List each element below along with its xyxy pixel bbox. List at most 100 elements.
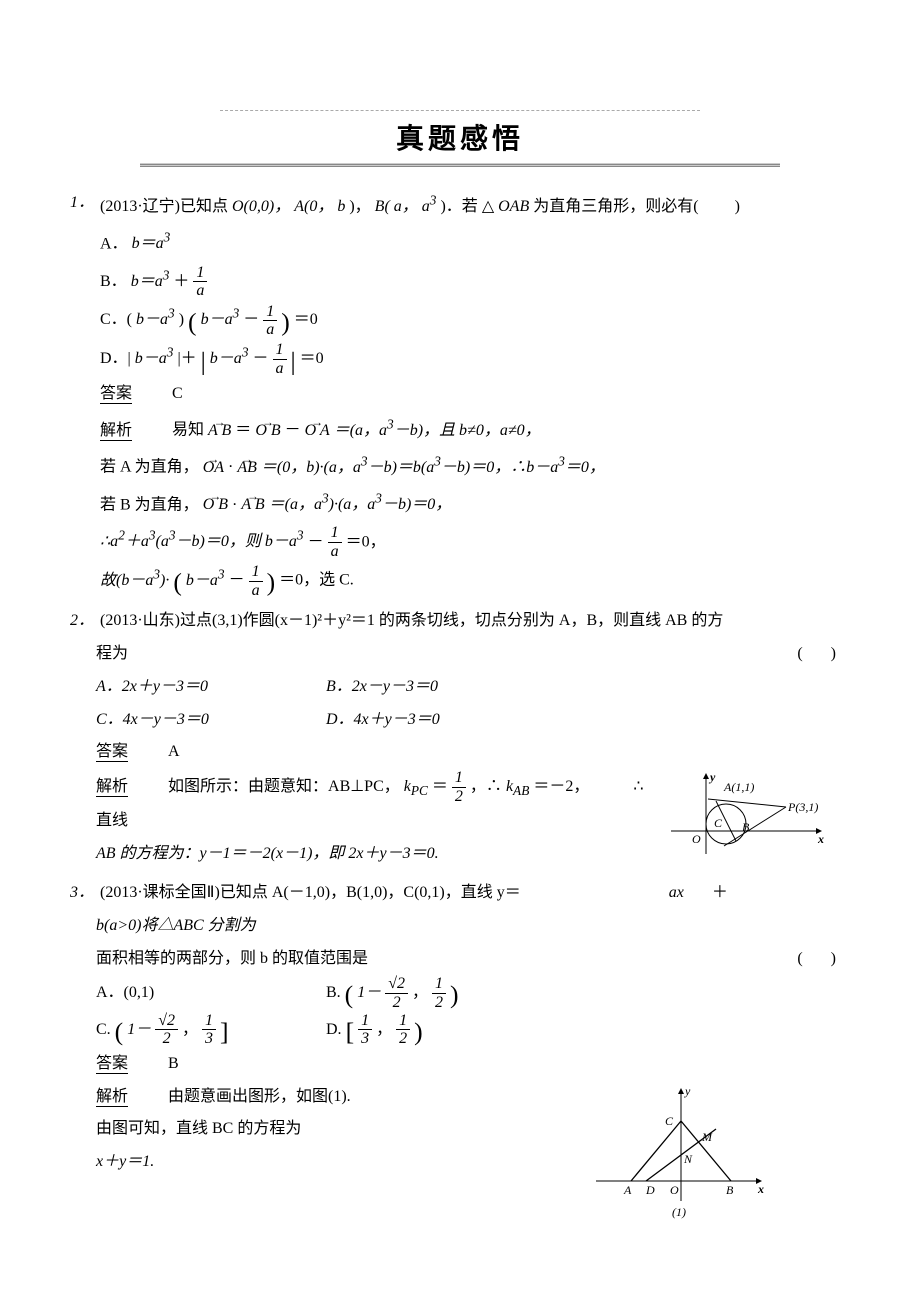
q2-kab-sub: AB bbox=[513, 783, 529, 798]
fig3-M: M bbox=[701, 1130, 713, 1144]
q1-optB-t1: b＝a bbox=[131, 273, 163, 290]
q1-body: (2013·辽宁)已知点 O(0,0)， A(0， b )， B( a， a3 … bbox=[100, 187, 840, 599]
q1-option-D: D．| b－a3 |＋ | b－a3 － 1a | ＝0 bbox=[100, 350, 324, 367]
q1-A-close: )， bbox=[349, 198, 370, 215]
q1-optD-num: 1 bbox=[273, 341, 287, 360]
q1-B-close: )．若 bbox=[440, 198, 477, 215]
q1-optD-pre: D．| bbox=[100, 350, 131, 367]
fig3-A: A bbox=[623, 1183, 632, 1197]
q3-blank-paren: () bbox=[797, 943, 836, 976]
q2-kab-eq: ＝－2， bbox=[533, 778, 589, 795]
q1-exp1-eq1: ＝ bbox=[235, 422, 251, 439]
q1-e4m: ＋a bbox=[125, 533, 149, 550]
fig3-axis-y: y bbox=[684, 1084, 691, 1098]
q3-optC-pre: C. bbox=[96, 1020, 111, 1037]
q2-den: 2 bbox=[452, 788, 466, 806]
q3-stem-l3: 面积相等的两部分，则 b 的取值范围是 bbox=[96, 950, 368, 967]
q2-blank-paren: () bbox=[797, 638, 836, 671]
q1-optB-pre: B． bbox=[100, 273, 127, 290]
header-dashed-line bbox=[220, 110, 700, 111]
q3-optC-d: 2 bbox=[155, 1030, 178, 1048]
fig2-axis-y: y bbox=[708, 770, 716, 784]
q1-stem-post: 为直角三角形，则必有( bbox=[533, 198, 698, 215]
q3-optB-c: ， bbox=[412, 984, 428, 1001]
q3-body: b(a>0)将△ABC 分割为 面积相等的两部分，则 b 的取值范围是 () A… bbox=[96, 910, 836, 1179]
q2-options-row2: C．4x－y－3＝0 D．4x＋y－3＝0 bbox=[96, 704, 836, 737]
header-thick-line bbox=[140, 163, 780, 167]
vector-OB: O B bbox=[255, 422, 280, 439]
q1-e5s2: 3 bbox=[218, 566, 225, 581]
q3-stem: (2013·课标全国Ⅱ)已知点 A(－1,0)，B(1,0)，C(0,1)，直线… bbox=[100, 884, 728, 901]
page: 真题感悟 1． (2013·辽宁)已知点 O(0,0)， A(0， b )， B… bbox=[0, 0, 920, 1271]
rparen-big-icon: ) bbox=[281, 308, 290, 337]
q1-optD-den: a bbox=[273, 360, 287, 378]
q2-exp-pre: 如图所示：由题意知：AB⊥PC， bbox=[168, 778, 400, 795]
q1-e4s3: 3 bbox=[169, 528, 176, 543]
q1-option-B: B． b＝a3 ＋ 1a bbox=[100, 273, 207, 290]
q1-optD-minus: － bbox=[252, 350, 268, 367]
q2-stem-line1: (2013·山东)过点(3,1)作圆(x－1)²＋y²＝1 的两条切线，切点分别… bbox=[100, 612, 723, 629]
q3-stem-ax: ax bbox=[669, 884, 684, 901]
q3-optB-pre: B. bbox=[326, 984, 341, 1001]
q1-option-A: A． b＝a3 bbox=[100, 235, 170, 252]
q3-optC-sq: 2 bbox=[167, 1012, 175, 1029]
q1-e2s: 3 bbox=[361, 453, 368, 468]
q1-e3p: －b)＝0， bbox=[382, 496, 451, 513]
q1-B-sup: 3 bbox=[430, 193, 437, 208]
q2-number: 2． bbox=[70, 605, 96, 638]
fig2-label-A: A(1,1) bbox=[723, 780, 754, 794]
fig2-axis-x: x bbox=[817, 832, 824, 846]
q1-option-C: C．( b－a3 ) ( b－a3 － 1a ) ＝0 bbox=[100, 311, 318, 328]
q3-stem-pre: (2013·课标全国Ⅱ)已知点 A(－1,0)，B(1,0)，C(0,1)，直线… bbox=[100, 884, 521, 901]
q1-e5b: b－a bbox=[186, 572, 218, 589]
q1-optD-2: b－a bbox=[210, 350, 242, 367]
q1-optB-plus: ＋ bbox=[173, 273, 189, 290]
fig3-O: O bbox=[670, 1183, 679, 1197]
q1-optD-s1: 3 bbox=[167, 345, 174, 360]
fig2-label-P: P(3,1) bbox=[787, 800, 818, 814]
q3-answer: B bbox=[168, 1055, 179, 1072]
fig2-label-O: O bbox=[692, 832, 701, 846]
q1-e2s3: 3 bbox=[558, 453, 565, 468]
q1-optC-pre: C．( bbox=[100, 311, 132, 328]
q1-stem-pre: (2013·辽宁)已知点 bbox=[100, 198, 232, 215]
explain-label-3: 解析 bbox=[96, 1088, 128, 1107]
q3-optC-2d: 3 bbox=[202, 1030, 216, 1048]
q3-optC-c: ， bbox=[182, 1020, 198, 1037]
fig2-label-C: C bbox=[714, 816, 723, 830]
q1-B-a: a， bbox=[394, 198, 418, 215]
fig3-caption: (1) bbox=[672, 1205, 686, 1219]
q3-optD-1d: 3 bbox=[358, 1030, 372, 1048]
q1-e3s2: 3 bbox=[375, 491, 382, 506]
q1-stem: (2013·辽宁)已知点 O(0,0)， A(0， b )， B( a， a3 … bbox=[100, 198, 740, 215]
q2-kpc-eq: ＝ bbox=[432, 778, 448, 795]
q1-dot: · bbox=[228, 459, 233, 476]
rparen-icon-d: ) bbox=[414, 1017, 423, 1046]
explain-label-2: 解析 bbox=[96, 778, 128, 797]
q3-option-B: B. ( 1－ √22 ， 12 ) bbox=[326, 975, 556, 1011]
q2-answer: A bbox=[168, 743, 180, 760]
q1-dot2: · bbox=[232, 496, 237, 513]
lparen-big-icon-2: ( bbox=[173, 568, 182, 597]
abs-close-icon: | bbox=[291, 346, 296, 375]
q1-optC-2: b－a bbox=[201, 311, 233, 328]
q1-B-ax: a bbox=[422, 198, 430, 215]
q1-e5m: )· bbox=[160, 572, 169, 589]
q1-exp3-pre: 若 B 为直角， bbox=[100, 496, 199, 513]
q1-e4minus: － bbox=[308, 533, 324, 550]
q2-option-D: D．4x＋y－3＝0 bbox=[326, 704, 556, 737]
question-1: 1． (2013·辽宁)已知点 O(0,0)， A(0， b )， B( a， … bbox=[70, 187, 850, 599]
q1-e5eq: ＝0，选 C. bbox=[279, 572, 354, 589]
q3-exp3: x＋y＝1. bbox=[96, 1153, 154, 1170]
abs-open-icon: | bbox=[201, 346, 206, 375]
q2-figure: A(1,1) P(3,1) C B O x y bbox=[666, 769, 836, 859]
q1-optC-s1: 3 bbox=[168, 306, 175, 321]
vector-OB-2: O B bbox=[203, 496, 228, 513]
q1-e5num: 1 bbox=[249, 563, 263, 582]
q1-exp2-pre: 若 A 为直角， bbox=[100, 459, 199, 476]
q1-optD-1: b－a bbox=[135, 350, 167, 367]
q3-exp1: 由题意画出图形，如图(1). bbox=[168, 1088, 351, 1105]
q1-optC-den: a bbox=[263, 321, 277, 339]
fig3-N: N bbox=[683, 1152, 693, 1166]
q1-optB-num: 1 bbox=[193, 264, 207, 283]
